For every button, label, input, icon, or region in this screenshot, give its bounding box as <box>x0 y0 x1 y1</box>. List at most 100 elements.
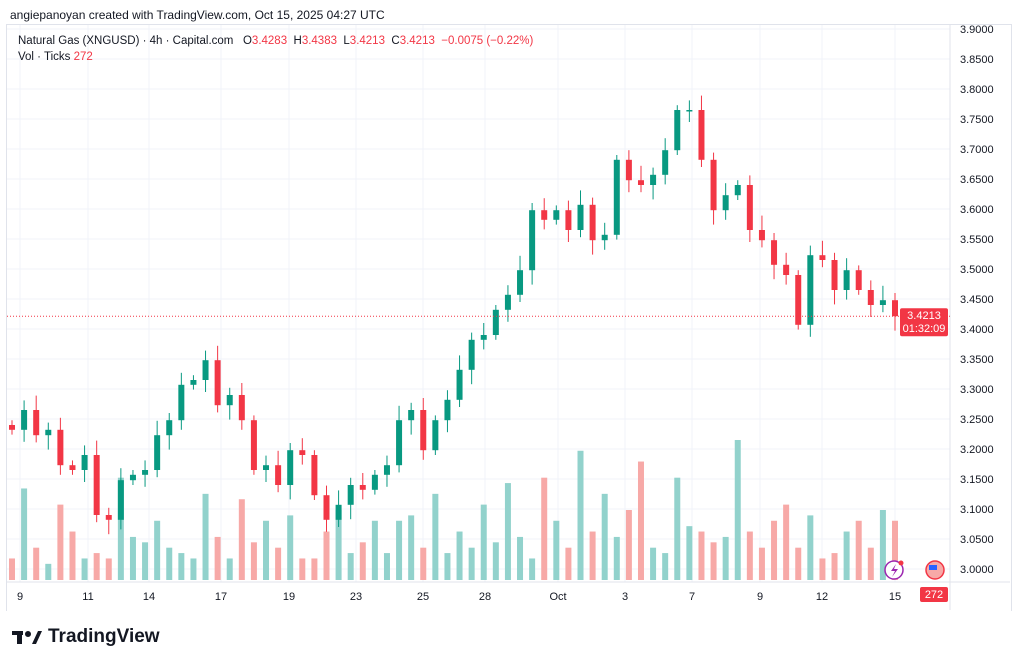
candle-body <box>432 420 439 451</box>
us-flag-icon <box>929 565 937 570</box>
volume-value: 272 <box>73 51 93 63</box>
candle-body <box>734 185 741 196</box>
y-tick-label: 3.4500 <box>960 294 994 306</box>
candle-body <box>129 474 136 481</box>
volume-bar <box>456 531 463 580</box>
candle-body <box>541 210 548 220</box>
candle-body <box>468 339 475 370</box>
volume-bar <box>9 558 15 580</box>
candle-body <box>57 429 64 466</box>
candle-body <box>9 425 15 430</box>
y-tick-label: 3.3500 <box>960 354 994 366</box>
candle-body <box>771 240 778 265</box>
candle-body <box>504 294 511 310</box>
volume-bar <box>662 553 669 580</box>
change-value: −0.0075 (−0.22%) <box>441 35 534 47</box>
tradingview-logo-icon <box>12 631 42 644</box>
candle-body <box>625 159 632 181</box>
x-tick-label: 25 <box>417 591 429 603</box>
volume-bar <box>202 493 209 580</box>
candle-body <box>662 150 669 175</box>
volume-bar <box>263 520 270 580</box>
candle-body <box>456 369 463 400</box>
volume-bar <box>275 547 282 580</box>
candle-body <box>178 384 185 421</box>
volume-bar <box>855 520 862 580</box>
volume-bar <box>129 536 136 580</box>
volume-bar <box>589 531 596 580</box>
volume-bar <box>311 558 318 580</box>
x-tick-label: 7 <box>689 591 695 603</box>
candle-body <box>226 395 233 406</box>
bar-countdown: 01:32:09 <box>903 323 946 335</box>
chart-credit: angiepanoyan created with TradingView.co… <box>10 8 385 22</box>
volume-bar <box>359 542 366 580</box>
volume-bar <box>758 547 765 580</box>
y-tick-label: 3.6500 <box>960 174 994 186</box>
volume-bar <box>299 558 306 580</box>
volume-bar <box>190 558 197 580</box>
high-label: H <box>293 35 302 47</box>
current-price-label: 3.4213 <box>907 310 941 322</box>
candle-body <box>323 495 330 520</box>
candle-body <box>589 204 596 241</box>
volume-bar <box>21 488 28 580</box>
y-tick-label: 3.4000 <box>960 324 994 336</box>
y-tick-label: 3.2000 <box>960 444 994 456</box>
volume-bar <box>480 504 487 580</box>
volume-bar <box>529 558 536 580</box>
candle-body <box>553 210 560 220</box>
x-tick-label: 11 <box>82 591 93 603</box>
candle-body <box>81 455 88 470</box>
low-value: 3.4213 <box>349 35 385 47</box>
candle-body <box>637 180 644 185</box>
volume-bar <box>45 563 52 580</box>
y-tick-label: 3.1500 <box>960 474 994 486</box>
candle-body <box>480 335 487 340</box>
close-label: C <box>391 35 400 47</box>
candle-body <box>299 450 306 455</box>
candle-body <box>686 110 693 112</box>
volume-bar <box>565 547 572 580</box>
candle-body <box>238 395 245 421</box>
symbol-info[interactable]: Natural Gas (XNGUSD) · 4h · Capital.com <box>18 35 234 47</box>
volume-bar <box>601 493 608 580</box>
x-tick-label: 28 <box>479 591 491 603</box>
volume-bar <box>250 542 257 580</box>
x-tick-label: 12 <box>816 591 828 603</box>
volume-bar <box>807 515 814 580</box>
y-tick-label: 3.5000 <box>960 264 994 276</box>
candle-body <box>420 410 427 451</box>
volume-bar <box>831 553 838 580</box>
volume-bar <box>771 520 778 580</box>
volume-bar <box>69 531 76 580</box>
candle-body <box>601 234 608 241</box>
volume-bar <box>154 520 161 580</box>
volume-bar <box>517 536 524 580</box>
volume-bar <box>408 515 415 580</box>
candle-body <box>311 455 318 496</box>
volume-bar <box>432 493 439 580</box>
y-tick-label: 3.2500 <box>960 414 994 426</box>
volume-bar <box>238 499 245 580</box>
volume-bar <box>819 558 826 580</box>
candle-body <box>383 465 390 475</box>
volume-bar <box>879 510 886 580</box>
low-label: L <box>343 35 350 47</box>
volume-bar <box>166 547 173 580</box>
volume-indicator-label[interactable]: Vol · Ticks <box>18 51 71 63</box>
candle-body <box>33 410 40 436</box>
candle-body <box>517 270 524 295</box>
volume-bar <box>178 553 185 580</box>
candle-body <box>879 300 886 305</box>
notification-dot-icon <box>898 560 904 566</box>
volume-bar <box>553 520 560 580</box>
tradingview-logo[interactable]: TradingView <box>12 626 160 648</box>
x-tick-label: 17 <box>215 591 227 603</box>
volume-bar <box>541 477 548 580</box>
chart-frame <box>6 24 1012 611</box>
candle-body <box>335 504 342 520</box>
candle-body <box>722 195 729 211</box>
candle-body <box>263 465 270 470</box>
